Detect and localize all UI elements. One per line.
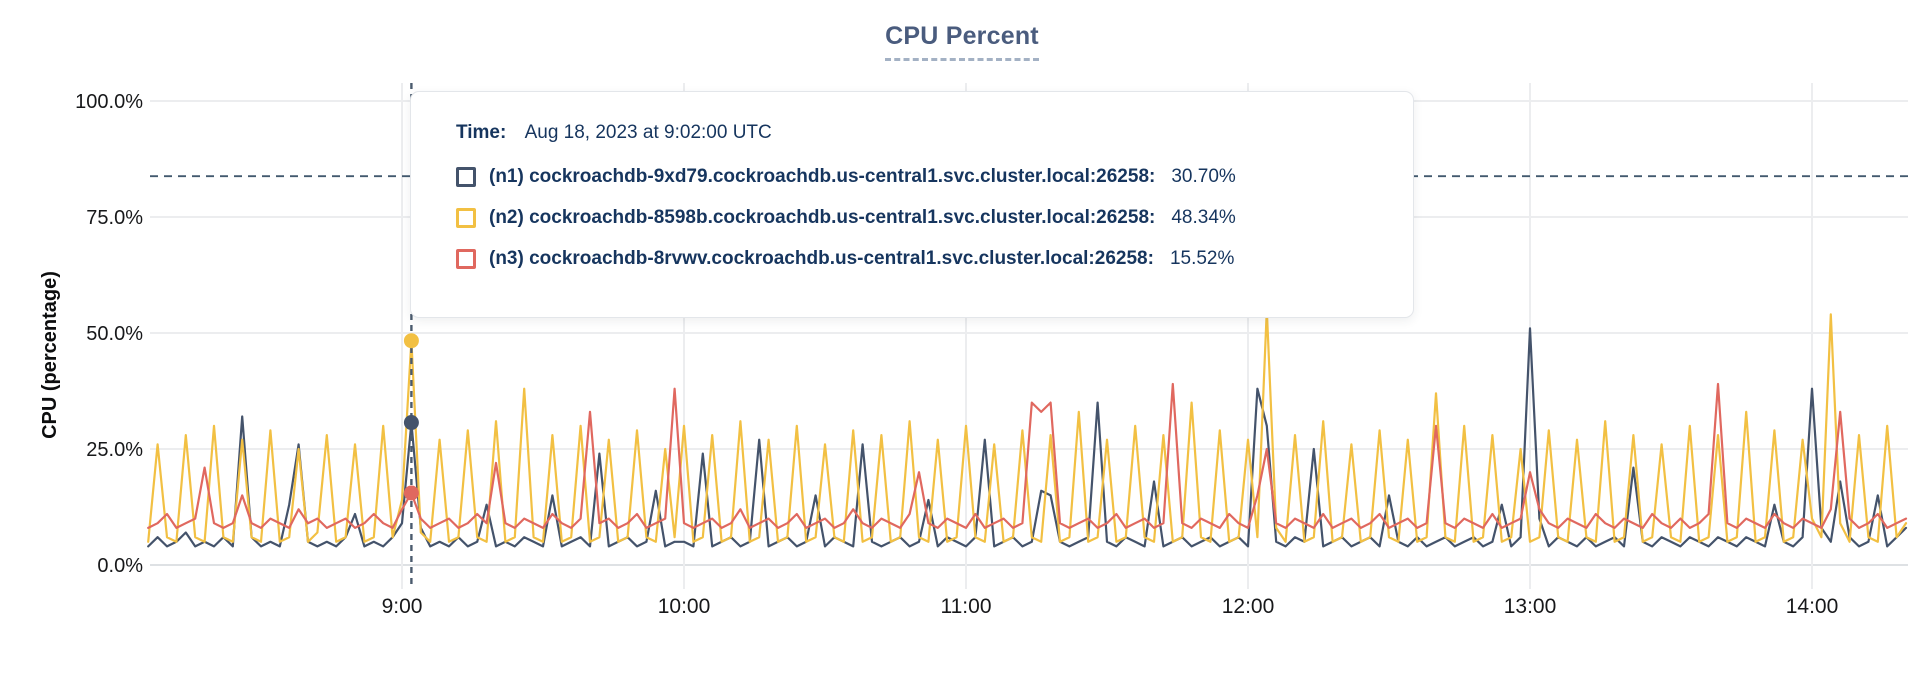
tooltip-series-row: (n1) cockroachdb-9xd79.cockroachdb.us-ce… — [456, 166, 1383, 188]
hover-point-n2 — [403, 333, 419, 349]
tooltip-series-label: (n1) cockroachdb-9xd79.cockroachdb.us-ce… — [489, 166, 1156, 187]
chart-title-wrap: CPU Percent — [0, 22, 1924, 61]
hover-point-n3 — [403, 485, 419, 501]
y-tick-label: 25.0% — [86, 439, 143, 461]
series-swatch-icon — [456, 208, 476, 228]
x-tick-label: 9:00 — [382, 595, 423, 618]
chart-title[interactable]: CPU Percent — [885, 22, 1039, 61]
tooltip-time-label: Time: — [456, 122, 507, 143]
x-tick-label: 10:00 — [658, 595, 711, 618]
tooltip-time-value: Aug 18, 2023 at 9:02:00 UTC — [524, 122, 772, 143]
series-line-n1[interactable] — [147, 327, 1908, 548]
x-tick-label: 14:00 — [1786, 595, 1839, 618]
tooltip-series-label: (n2) cockroachdb-8598b.cockroachdb.us-ce… — [489, 207, 1156, 228]
series-line-n3[interactable] — [147, 382, 1908, 530]
y-tick-label: 0.0% — [97, 555, 143, 577]
tooltip-series-value: 15.52% — [1169, 248, 1235, 269]
tooltip-series-label: (n3) cockroachdb-8rvwv.cockroachdb.us-ce… — [489, 248, 1154, 269]
y-tick-label: 75.0% — [86, 207, 143, 229]
hover-tooltip: Time: Aug 18, 2023 at 9:02:00 UTC (n1) c… — [410, 91, 1414, 318]
series-swatch-icon — [456, 249, 476, 269]
tooltip-series-value: 48.34% — [1171, 207, 1236, 228]
x-tick-label: 13:00 — [1504, 595, 1557, 618]
y-tick-label: 50.0% — [86, 323, 143, 345]
y-tick-label: 100.0% — [75, 91, 143, 113]
tooltip-series-row: (n3) cockroachdb-8rvwv.cockroachdb.us-ce… — [456, 248, 1383, 270]
tooltip-series-value: 30.70% — [1171, 166, 1236, 187]
y-axis-title: CPU (percentage) — [39, 271, 61, 439]
x-tick-label: 12:00 — [1222, 595, 1275, 618]
series-swatch-icon — [456, 167, 476, 187]
hover-point-n1 — [403, 415, 419, 431]
x-tick-label: 11:00 — [941, 595, 992, 618]
tooltip-time-row: Time: Aug 18, 2023 at 9:02:00 UTC — [456, 122, 1383, 144]
series-line-n2[interactable] — [147, 308, 1908, 543]
tooltip-series-row: (n2) cockroachdb-8598b.cockroachdb.us-ce… — [456, 207, 1383, 229]
